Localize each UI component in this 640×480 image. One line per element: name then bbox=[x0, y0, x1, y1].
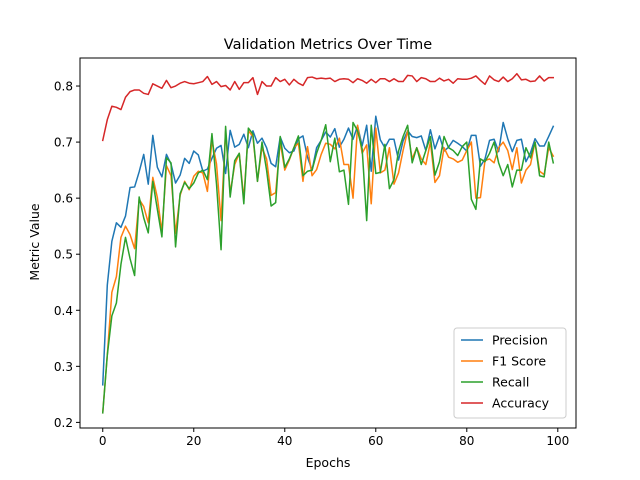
legend-box bbox=[453, 327, 567, 419]
x-tick-label: 0 bbox=[99, 434, 107, 448]
y-tick-label: 0.4 bbox=[54, 304, 73, 318]
axes-frame bbox=[79, 57, 577, 429]
y-tick-label: 0.7 bbox=[54, 136, 73, 150]
x-tick-label: 100 bbox=[546, 434, 569, 448]
x-tick-label: 20 bbox=[186, 434, 201, 448]
x-ticks: 0 20 40 60 80 100 bbox=[99, 428, 569, 448]
x-axis-label: Epochs bbox=[306, 455, 351, 470]
legend-label-accuracy: Accuracy bbox=[492, 396, 550, 411]
series-line-accuracy bbox=[101, 72, 554, 142]
y-tick-label: 0.2 bbox=[54, 416, 73, 430]
series-line-precision bbox=[101, 115, 555, 386]
x-tick-label: 80 bbox=[459, 434, 474, 448]
legend-label-f1-score: F1 Score bbox=[492, 354, 546, 369]
x-tick-label: 40 bbox=[277, 434, 292, 448]
y-tick-label: 0.8 bbox=[54, 80, 73, 94]
y-tick-label: 0.6 bbox=[54, 192, 73, 206]
y-ticks: 0.2 0.3 0.4 0.5 0.6 0.7 0.8 bbox=[54, 80, 80, 430]
y-tick-label: 0.3 bbox=[54, 360, 73, 374]
legend-label-precision: Precision bbox=[492, 333, 548, 348]
plot-lines bbox=[101, 72, 555, 414]
chart-title: Validation Metrics Over Time bbox=[224, 37, 433, 53]
legend-label-recall: Recall bbox=[492, 375, 529, 390]
series-line-recall bbox=[101, 121, 555, 414]
x-tick-label: 60 bbox=[368, 434, 383, 448]
y-tick-label: 0.5 bbox=[54, 248, 73, 262]
legend: Precision F1 Score Recall Accuracy bbox=[453, 327, 567, 419]
y-axis-label: Metric Value bbox=[27, 203, 42, 280]
